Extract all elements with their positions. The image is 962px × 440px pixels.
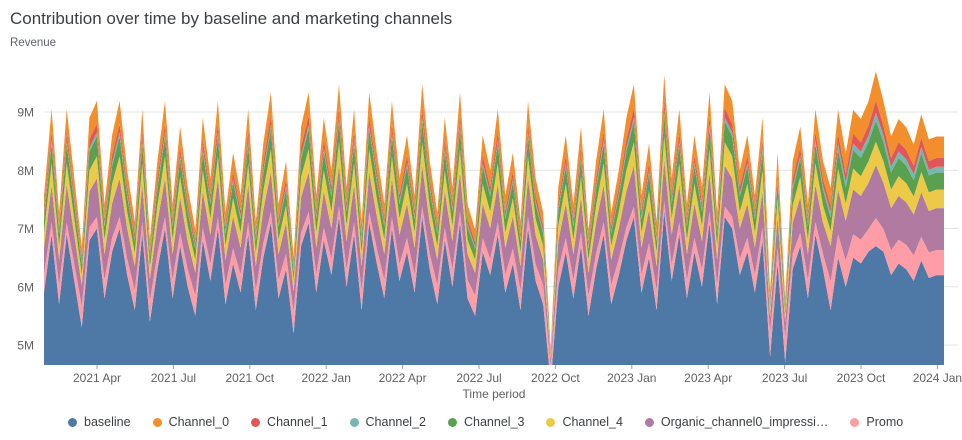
x-tick-label: 2022 Jan <box>302 371 351 385</box>
legend-item-promo[interactable]: Promo <box>850 415 903 429</box>
y-tick-label: 7M <box>17 222 34 236</box>
plot-area[interactable] <box>44 71 944 408</box>
x-tick-label: 2022 Apr <box>379 371 427 385</box>
legend-item-channel_4[interactable]: Channel_4 <box>546 415 623 429</box>
stacked-area-chart[interactable]: 5M 6M 7M 8M 9M 2021 Apr 2021 Jul 2021 Oct 2022 J… <box>0 56 962 408</box>
area-series-Organic_channel0_impressi-[interactable] <box>44 159 944 366</box>
x-axis-title: Time period <box>463 387 526 401</box>
legend-item-channel_3[interactable]: Channel_3 <box>447 415 525 429</box>
legend-label: Organic_channel0_impressi… <box>660 415 829 429</box>
legend-item-channel_1[interactable]: Channel_1 <box>251 415 328 429</box>
chart-legend: baseline Channel_0 Channel_1 Channel_2 Chann… <box>68 412 962 432</box>
x-tick-label: 2023 Apr <box>684 371 732 385</box>
x-tick-label: 2021 Jul <box>151 371 196 385</box>
legend-label: baseline <box>84 415 131 429</box>
y-tick-label: 6M <box>17 280 34 294</box>
x-tick-label: 2023 Jan <box>607 371 656 385</box>
x-tick-label: 2021 Oct <box>225 371 274 385</box>
legend-label: Channel_3 <box>463 415 525 429</box>
x-tick-label: 2023 Oct <box>837 371 886 385</box>
legend-swatch <box>546 417 556 427</box>
legend-swatch <box>152 417 162 427</box>
legend-swatch <box>850 417 860 427</box>
legend-swatch <box>447 417 457 427</box>
x-tick-label: 2022 Oct <box>531 371 580 385</box>
legend-label: Channel_2 <box>365 415 426 429</box>
y-tick-label: 5M <box>17 339 34 353</box>
legend-item-organic_channel0_impressi-[interactable]: Organic_channel0_impressi… <box>644 415 829 429</box>
legend-swatch <box>644 417 654 427</box>
y-axis-title: Revenue <box>10 37 57 49</box>
legend-item-channel_2[interactable]: Channel_2 <box>349 415 426 429</box>
x-tick-label: 2024 Jan <box>913 371 962 385</box>
y-tick-label: 9M <box>17 106 34 120</box>
chart-title: Contribution over time by baseline and m… <box>10 9 453 28</box>
x-tick-label: 2022 Jul <box>456 371 501 385</box>
legend-item-baseline[interactable]: baseline <box>68 415 131 429</box>
legend-label: Channel_0 <box>168 415 230 429</box>
legend-label: Promo <box>866 415 904 429</box>
x-tick-label: 2021 Apr <box>73 371 121 385</box>
legend-item-channel_0[interactable]: Channel_0 <box>152 415 230 429</box>
area-series-Promo[interactable] <box>44 201 944 383</box>
y-tick-label: 8M <box>17 164 34 178</box>
legend-label: Channel_4 <box>562 415 623 429</box>
legend-swatch <box>68 417 77 427</box>
x-tick-label: 2023 Jul <box>762 371 807 385</box>
legend-label: Channel_1 <box>267 415 328 429</box>
legend-swatch <box>349 417 359 427</box>
legend-swatch <box>251 417 261 427</box>
area-series-baseline[interactable] <box>44 211 944 408</box>
